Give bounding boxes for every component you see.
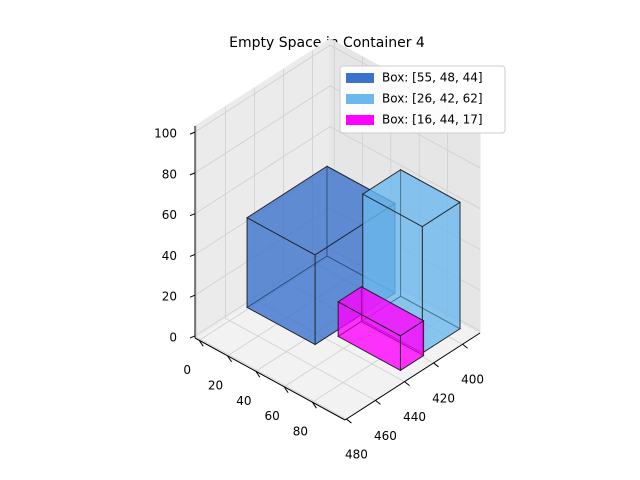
x-tick [198, 340, 204, 347]
y-axis-line [344, 332, 481, 421]
legend-label: Box: [26, 42, 62] [382, 92, 483, 106]
box-face [421, 201, 461, 354]
z-tick [189, 253, 196, 257]
grid-line [329, 126, 481, 210]
z-tick-label: 0 [169, 330, 177, 344]
z-tick-label: 20 [162, 290, 177, 304]
y-tick-label: 400 [461, 373, 484, 387]
x-tick [227, 355, 232, 363]
x-tick [283, 386, 289, 394]
x-tick [312, 401, 317, 409]
legend-swatch [346, 115, 374, 125]
y-tick-label: 440 [403, 410, 426, 424]
x-tick-label: 40 [236, 394, 251, 408]
grid-line [225, 318, 376, 401]
y-tick [462, 343, 468, 349]
x-tick-label: 20 [208, 378, 223, 392]
grid-line [194, 126, 331, 214]
legend-swatch [346, 94, 374, 104]
grid-line [196, 336, 347, 420]
grid-line [194, 44, 331, 133]
x-tick-label: 0 [183, 363, 191, 377]
x-axis-line [194, 337, 346, 421]
y-tick-label: 420 [432, 391, 455, 405]
y-tick [346, 418, 352, 424]
z-tick [189, 131, 196, 135]
legend-label: Box: [16, 44, 17] [382, 113, 483, 127]
box-face [337, 286, 425, 337]
legend-label: Box: [55, 48, 44] [382, 71, 483, 85]
z-tick [189, 172, 196, 176]
z-tick-label: 60 [162, 208, 177, 222]
z-tick [189, 335, 196, 339]
y-tick [375, 399, 381, 405]
z-tick-label: 100 [154, 127, 177, 141]
x-tick [255, 370, 261, 378]
y-tick-label: 460 [374, 429, 397, 443]
box-face [361, 169, 461, 228]
legend-box [339, 65, 506, 134]
y-tick [404, 381, 410, 387]
y-tick-label: 480 [345, 448, 368, 462]
z-tick [189, 294, 196, 298]
y-tick [433, 362, 439, 368]
z-tick [189, 213, 196, 217]
x-tick-label: 60 [265, 409, 280, 423]
x-tick-label: 80 [293, 425, 308, 439]
z-tick-label: 80 [162, 167, 177, 181]
grid-line [194, 85, 331, 174]
z-tick-label: 40 [162, 249, 177, 263]
legend-swatch [346, 73, 374, 83]
